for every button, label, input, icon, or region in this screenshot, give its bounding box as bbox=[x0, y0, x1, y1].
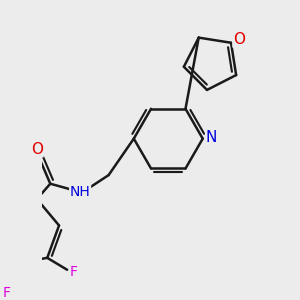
Text: F: F bbox=[70, 266, 78, 279]
Text: N: N bbox=[206, 130, 217, 145]
Text: O: O bbox=[233, 32, 245, 47]
Text: O: O bbox=[31, 142, 43, 157]
Text: F: F bbox=[3, 286, 11, 300]
Text: NH: NH bbox=[70, 185, 91, 199]
